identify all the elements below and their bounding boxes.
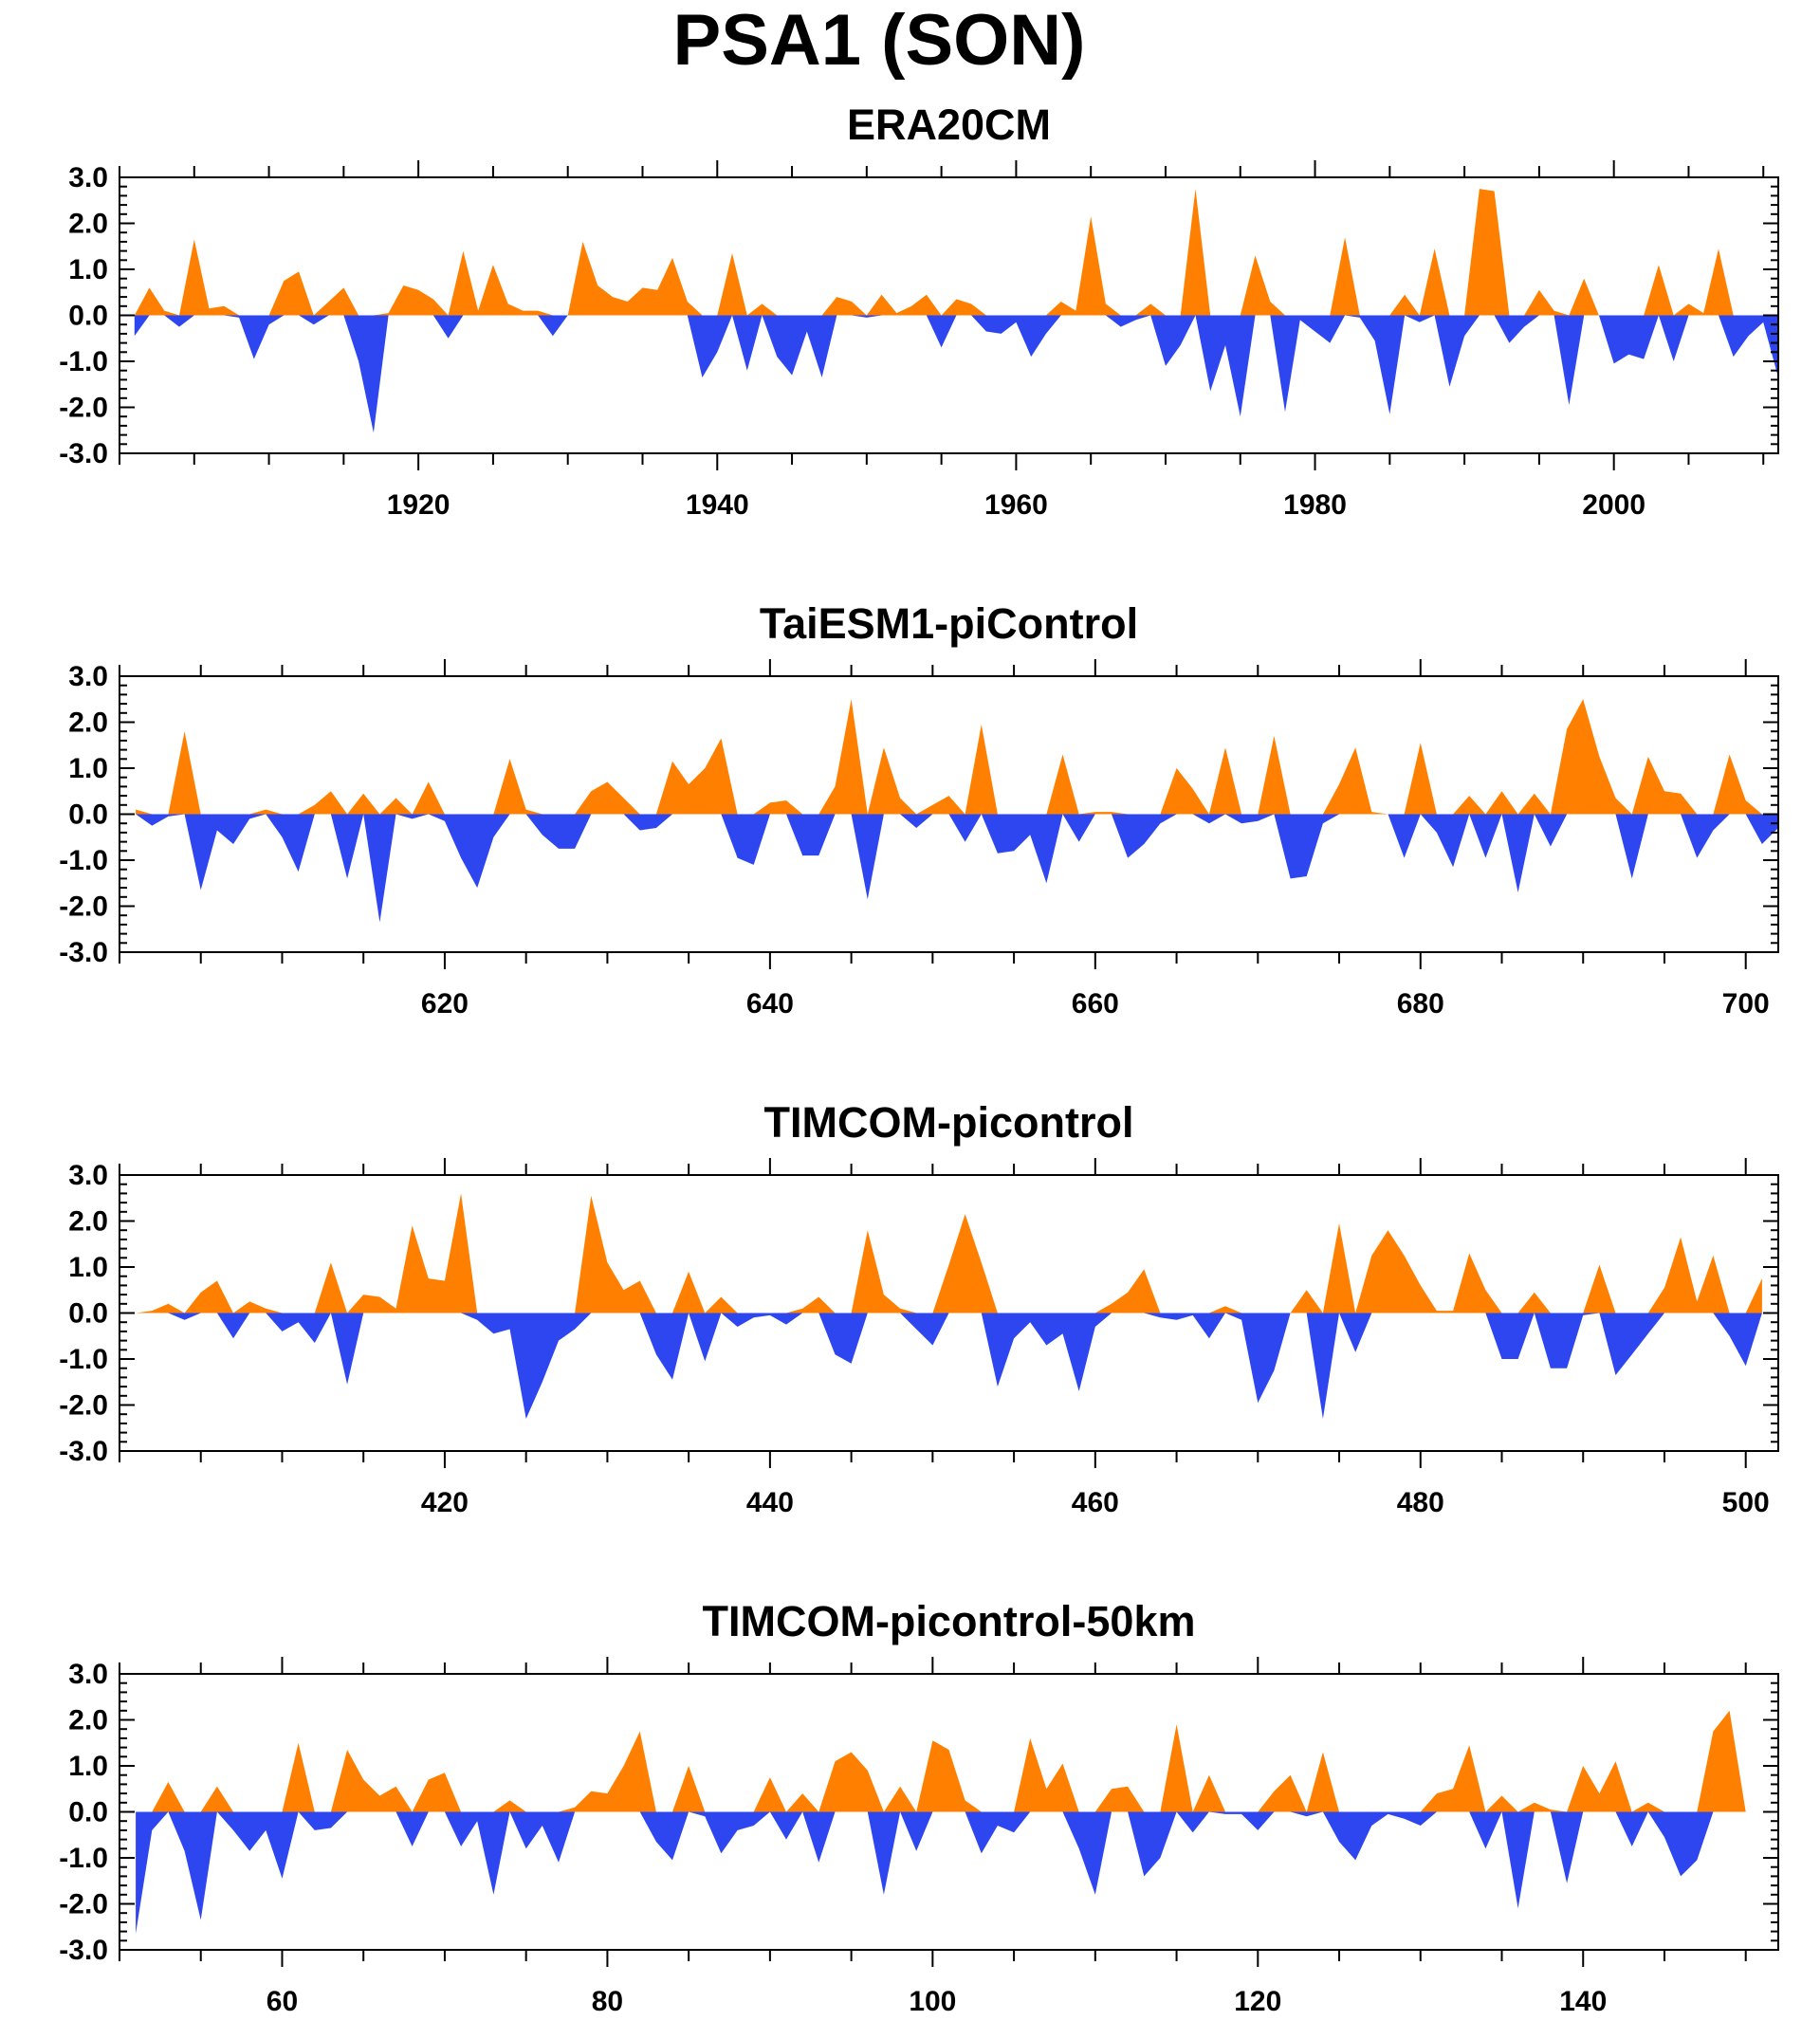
x-tick-label: 1980	[1283, 489, 1347, 521]
y-tick-label: 3.0	[68, 162, 108, 193]
panel-3: TIMCOM-picontrol 3.0 2.0 1.0 0.0 -1.0 -2.0 -3.0…	[59, 1098, 1779, 1518]
y-tick-label: -3.0	[59, 438, 108, 469]
x-tick-label: 480	[1397, 1487, 1444, 1518]
positive-anomaly-area	[134, 189, 1778, 316]
panel-2: TaiESM1-piControl 3.0 2.0 1.0 0.0 -1.0 -2.0 -3.…	[59, 599, 1779, 1020]
x-tick-label: 1960	[984, 489, 1048, 521]
y-tick-label: -3.0	[59, 1436, 108, 1467]
x-tick-label: 660	[1072, 988, 1119, 1020]
x-tick-label: 620	[421, 988, 469, 1020]
negative-anomaly-area	[134, 315, 1778, 433]
panel-title: ERA20CM	[847, 101, 1051, 149]
y-tick-label: 0.0	[68, 1298, 108, 1330]
positive-anomaly-area	[136, 1710, 1746, 1812]
positive-anomaly-area	[136, 1193, 1762, 1313]
y-tick-label: -2.0	[59, 393, 108, 424]
y-tick-label: -2.0	[59, 1390, 108, 1422]
x-tick-label: 700	[1722, 988, 1770, 1020]
y-tick-label: -1.0	[59, 346, 108, 377]
x-tick-label: 420	[421, 1487, 469, 1518]
x-tick-label: 680	[1397, 988, 1444, 1020]
x-tick-label: 80	[592, 1986, 623, 2017]
panel-1: ERA20CM 3.0 2.0 1.0 0.0 -1.0 -2.0 -3.0 1920 1940 1…	[59, 101, 1779, 521]
negative-anomaly-area	[136, 814, 1779, 923]
x-tick-label: 1920	[387, 489, 450, 521]
figure-title: PSA1 (SON)	[672, 0, 1086, 81]
positive-anomaly-area	[136, 699, 1779, 815]
y-tick-label: -1.0	[59, 845, 108, 876]
y-tick-label: -2.0	[59, 891, 108, 923]
y-tick-label: -3.0	[59, 937, 108, 968]
y-tick-label: 3.0	[68, 1160, 108, 1191]
y-tick-label: -2.0	[59, 1889, 108, 1920]
x-tick-label: 60	[267, 1986, 298, 2017]
y-tick-label: 2.0	[68, 1206, 108, 1238]
x-tick-label: 440	[746, 1487, 794, 1518]
y-tick-label: 0.0	[68, 799, 108, 831]
panel-title: TaiESM1-piControl	[760, 599, 1138, 648]
x-tick-label: 460	[1072, 1487, 1119, 1518]
y-tick-label: 1.0	[68, 254, 108, 285]
y-tick-label: -3.0	[59, 1935, 108, 1966]
y-tick-label: 1.0	[68, 1751, 108, 1782]
x-tick-label: 640	[746, 988, 794, 1020]
y-tick-label: 1.0	[68, 1252, 108, 1283]
x-tick-label: 100	[909, 1986, 956, 2017]
y-tick-label: 3.0	[68, 1659, 108, 1690]
y-tick-label: 2.0	[68, 209, 108, 240]
y-tick-label: 2.0	[68, 1705, 108, 1736]
panel-title: TIMCOM-picontrol-50km	[702, 1597, 1195, 1645]
x-tick-label: 140	[1559, 1986, 1607, 2017]
y-tick-label: 0.0	[68, 301, 108, 332]
y-tick-label: 1.0	[68, 753, 108, 784]
negative-anomaly-area	[136, 1313, 1762, 1419]
x-tick-label: 1940	[686, 489, 749, 521]
y-tick-label: -1.0	[59, 1843, 108, 1874]
x-tick-label: 500	[1722, 1487, 1770, 1518]
panel-title: TIMCOM-picontrol	[764, 1098, 1134, 1147]
negative-anomaly-area	[136, 1811, 1746, 1934]
y-tick-label: 2.0	[68, 707, 108, 739]
y-tick-label: 0.0	[68, 1797, 108, 1828]
x-tick-label: 120	[1234, 1986, 1281, 2017]
x-tick-label: 2000	[1582, 489, 1645, 521]
y-tick-label: -1.0	[59, 1344, 108, 1375]
panel-4: TIMCOM-picontrol-50km 3.0 2.0 1.0 0.0 -1.0 -2.…	[59, 1597, 1779, 2017]
y-tick-label: 3.0	[68, 661, 108, 692]
